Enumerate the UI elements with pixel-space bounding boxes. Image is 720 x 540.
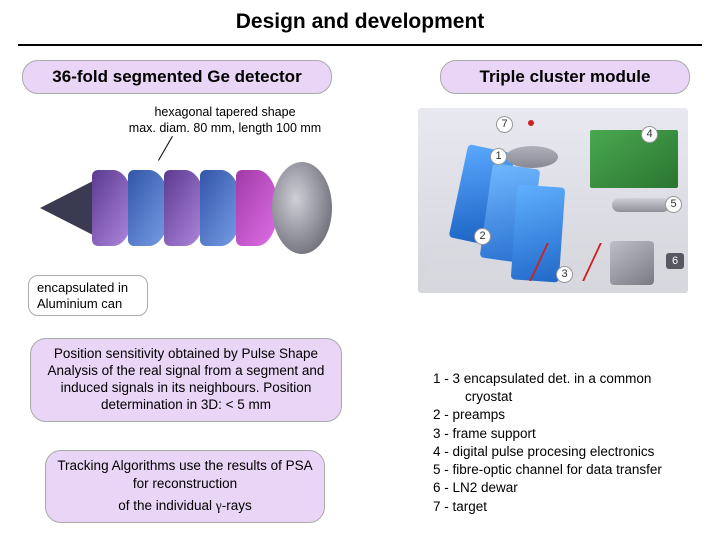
shape-label-line2: max. diam. 80 mm, length 100 mm [129,121,321,135]
legend-item: cryostat [433,388,693,406]
callout-number: 6 [666,253,684,269]
detector-endcap [272,162,332,254]
page-title: Design and development [0,0,720,44]
encapsulated-label: encapsulated in Aluminium can [28,275,148,316]
cluster-fibre [612,198,670,212]
detector-illustration [40,150,345,270]
legend-item: 6 - LN2 dewar [433,479,693,497]
legend-item: 2 - preamps [433,406,693,424]
left-header-pill: 36-fold segmented Ge detector [22,60,332,94]
encap-line1: encapsulated in [37,280,128,295]
cluster-electronics [590,130,678,188]
legend-item: 4 - digital pulse procesing electronics [433,443,693,461]
callout-number: 3 [556,266,573,283]
cluster-dewar [610,241,654,285]
track-line2c: -rays [222,498,252,513]
legend: 1 - 3 encapsulated det. in a common cryo… [433,370,693,516]
right-header-pill: Triple cluster module [440,60,690,94]
legend-item: 3 - frame support [433,425,693,443]
callout-number: 4 [641,126,658,143]
callout-number: 7 [496,116,513,133]
shape-label: hexagonal tapered shape max. diam. 80 mm… [120,105,330,136]
legend-item: 5 - fibre-optic channel for data transfe… [433,461,693,479]
cluster-cap [506,146,558,168]
detector-cone [40,180,95,236]
title-divider [18,44,702,46]
cluster-target [528,120,534,126]
legend-item: 7 - target [433,498,693,516]
callout-number: 1 [490,148,507,165]
callout-number: 5 [665,196,682,213]
callout-number: 2 [474,228,491,245]
track-line2a: of the individual [118,498,216,513]
cluster-illustration: 7 1 2 3 4 5 6 [418,108,688,293]
track-line1: Tracking Algorithms use the results of P… [57,458,312,491]
psa-pill: Position sensitivity obtained by Pulse S… [30,338,342,422]
encap-line2: Aluminium can [37,296,122,311]
shape-label-line1: hexagonal tapered shape [154,105,295,119]
legend-item: 1 - 3 encapsulated det. in a common [433,370,693,388]
tracking-pill: Tracking Algorithms use the results of P… [45,450,325,523]
